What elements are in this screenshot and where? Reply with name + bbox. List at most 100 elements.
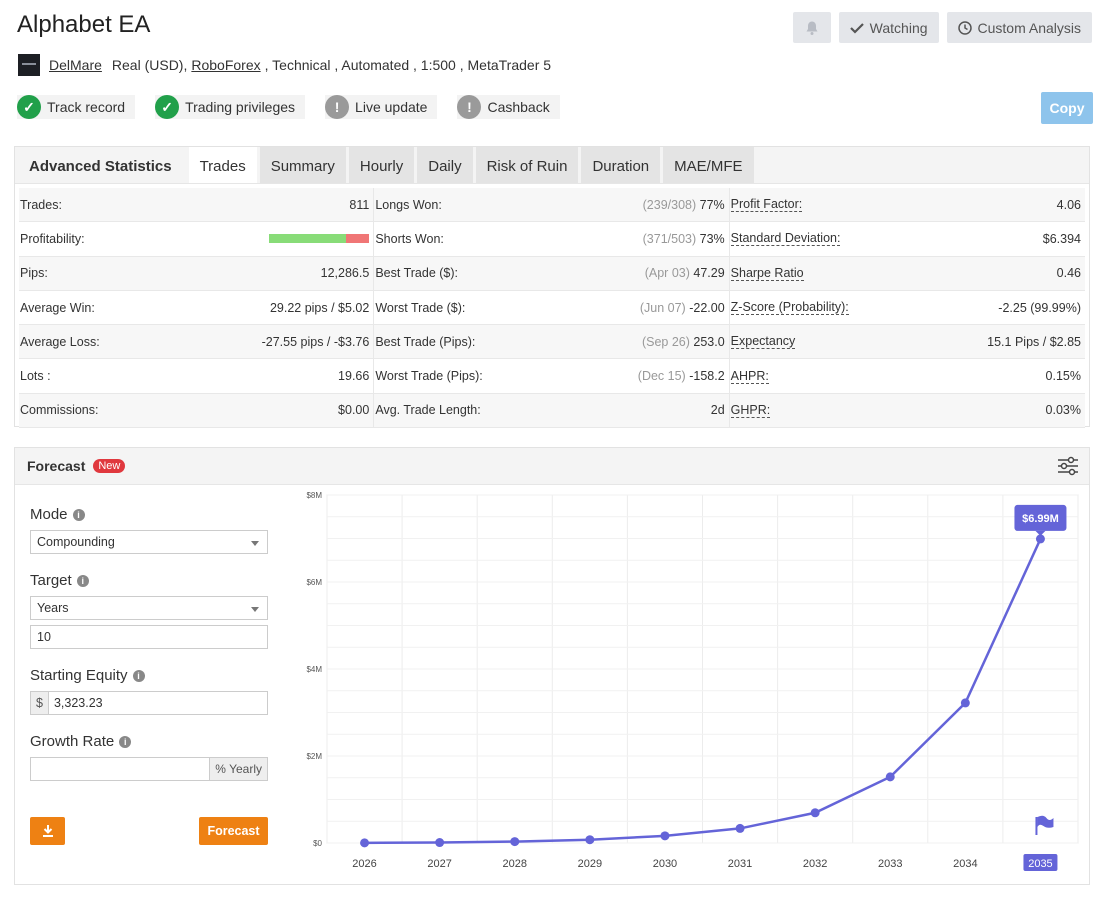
data-point bbox=[1035, 534, 1045, 544]
sliders-icon[interactable] bbox=[1057, 456, 1079, 476]
badge-trading-privileges[interactable]: ✓ Trading privileges bbox=[155, 95, 306, 119]
stats-row: Sharpe Ratio 0.46 bbox=[729, 256, 1085, 291]
stats-column: Longs Won: (239/308) 77% Shorts Won: (371/5… bbox=[374, 188, 730, 429]
stats-row: Lots : 19.66 bbox=[19, 359, 375, 394]
value-tooltip bbox=[1014, 504, 1067, 531]
tab-daily[interactable]: Daily bbox=[417, 147, 473, 183]
stat-date: (Apr 03) bbox=[644, 266, 690, 281]
info-icon[interactable]: i bbox=[119, 735, 132, 748]
tooltip-pointer bbox=[1035, 530, 1046, 536]
broker-link[interactable]: RoboForex bbox=[191, 57, 261, 73]
download-icon bbox=[42, 825, 53, 837]
forecast-button[interactable]: Forecast bbox=[199, 817, 268, 845]
starting-equity-input[interactable]: $ 3,323.23 bbox=[30, 691, 268, 715]
x-tick-label: 2034 bbox=[953, 858, 977, 870]
statistics-panel: Advanced Statistics Trades Summary Hourly Da… bbox=[14, 146, 1090, 429]
target-input[interactable]: 10 bbox=[30, 625, 268, 649]
user-link[interactable]: DelMare bbox=[49, 57, 102, 73]
stat-label[interactable]: Sharpe Ratio bbox=[730, 265, 804, 281]
y-tick-label: $4M bbox=[306, 665, 322, 674]
tab-hourly[interactable]: Hourly bbox=[348, 147, 415, 183]
stat-label[interactable]: Expectancy bbox=[730, 334, 796, 350]
stats-row: Worst Trade ($): (Jun 07) -22.00 bbox=[374, 290, 730, 326]
x-tick-label: 2031 bbox=[728, 858, 752, 870]
info-icon[interactable]: i bbox=[76, 574, 89, 587]
check-circle-icon: ✓ bbox=[155, 95, 180, 119]
stat-label: Worst Trade ($): bbox=[375, 300, 466, 315]
forecast-title: Forecast bbox=[27, 458, 86, 474]
tab-duration[interactable]: Duration bbox=[581, 147, 661, 183]
new-badge: New bbox=[93, 459, 126, 473]
currency-addon: $ bbox=[31, 692, 49, 714]
stat-label[interactable]: Z-Score (Probability): bbox=[730, 300, 849, 316]
badge-cashback[interactable]: ! Cashback bbox=[457, 95, 560, 119]
stat-value: $0.00 bbox=[338, 403, 370, 418]
stats-row: Average Loss: -27.55 pips / -$3.76 bbox=[19, 325, 375, 360]
stat-value: 811 bbox=[349, 197, 370, 212]
stat-value: 4.06 bbox=[1056, 197, 1081, 212]
stat-value: (239/308) 77% bbox=[642, 197, 725, 212]
stats-row: Avg. Trade Length: 2d bbox=[374, 393, 730, 429]
stats-row: Best Trade ($): (Apr 03) 47.29 bbox=[374, 256, 730, 291]
clock-icon bbox=[957, 20, 972, 35]
tab-risk-of-ruin[interactable]: Risk of Ruin bbox=[475, 147, 579, 183]
stats-row: Standard Deviation: $6.394 bbox=[729, 222, 1085, 257]
badge-label: Track record bbox=[47, 99, 126, 115]
forecast-panel: Forecast New Mode i Compounding Target i Y… bbox=[14, 447, 1090, 885]
x-tick-label: 2033 bbox=[878, 858, 902, 870]
avatar[interactable] bbox=[18, 54, 40, 76]
stat-label[interactable]: GHPR: bbox=[730, 402, 771, 418]
badge-track-record[interactable]: ✓ Track record bbox=[17, 95, 136, 119]
info-icon[interactable]: i bbox=[132, 669, 145, 682]
stat-date: (Jun 07) bbox=[639, 300, 686, 315]
stat-label[interactable]: Profit Factor: bbox=[730, 197, 803, 213]
tab-summary[interactable]: Summary bbox=[259, 147, 346, 183]
stats-row: Trades: 811 bbox=[19, 188, 375, 223]
exclamation-circle-icon: ! bbox=[457, 95, 482, 119]
stats-row: Longs Won: (239/308) 77% bbox=[374, 188, 730, 223]
stats-row: Average Win: 29.22 pips / $5.02 bbox=[19, 290, 375, 326]
stat-label: Profitability: bbox=[20, 231, 85, 246]
stat-label: Trades: bbox=[20, 197, 62, 212]
x-tick-label: 2027 bbox=[427, 858, 451, 870]
download-button[interactable] bbox=[30, 817, 65, 845]
stats-row: GHPR: 0.03% bbox=[729, 393, 1085, 429]
growth-rate-input[interactable]: % Yearly bbox=[30, 757, 268, 781]
target-unit-select[interactable]: Years bbox=[30, 596, 268, 620]
custom-analysis-button[interactable]: Custom Analysis bbox=[946, 12, 1092, 43]
stats-row: Shorts Won: (371/503) 73% bbox=[374, 222, 730, 257]
stat-label: Lots : bbox=[20, 369, 51, 384]
stat-label[interactable]: Standard Deviation: bbox=[730, 231, 841, 247]
data-point bbox=[885, 772, 895, 782]
badge-live-update[interactable]: ! Live update bbox=[325, 95, 438, 119]
badge-label: Live update bbox=[355, 99, 428, 115]
stat-date: (239/308) bbox=[642, 197, 697, 212]
watching-button[interactable]: Watching bbox=[838, 12, 939, 43]
data-point bbox=[585, 835, 595, 845]
stat-value: -27.55 pips / -$3.76 bbox=[261, 334, 370, 349]
stat-label: Best Trade (Pips): bbox=[375, 334, 476, 349]
y-tick-label: $2M bbox=[306, 752, 322, 761]
stat-value: $6.394 bbox=[1042, 231, 1081, 246]
flag-icon bbox=[1037, 815, 1054, 828]
copy-button[interactable]: Copy bbox=[1041, 92, 1093, 124]
notifications-button[interactable] bbox=[792, 12, 831, 43]
series-line bbox=[364, 538, 1042, 845]
tab-mae-mfe[interactable]: MAE/MFE bbox=[663, 147, 754, 183]
stats-row: AHPR: 0.15% bbox=[729, 359, 1085, 394]
y-tick-label: $0 bbox=[313, 839, 322, 848]
stat-value: 15.1 Pips / $2.85 bbox=[987, 334, 1081, 349]
tab-trades[interactable]: Trades bbox=[188, 147, 257, 183]
stat-label[interactable]: AHPR: bbox=[730, 368, 769, 384]
page-title: Alphabet EA bbox=[17, 11, 151, 38]
info-icon[interactable]: i bbox=[72, 508, 85, 521]
stats-row: Profit Factor: 4.06 bbox=[729, 188, 1085, 223]
stat-value: 29.22 pips / $5.02 bbox=[269, 300, 370, 315]
x-tick-highlight bbox=[1023, 854, 1058, 871]
stats-row: Z-Score (Probability): -2.25 (99.99%) bbox=[729, 291, 1085, 326]
stat-date: (Dec 15) bbox=[637, 369, 686, 384]
badge-label: Trading privileges bbox=[185, 99, 296, 115]
mode-select[interactable]: Compounding bbox=[30, 530, 268, 554]
x-tick-label: 2028 bbox=[503, 858, 527, 870]
stat-value: (Dec 15) -158.2 bbox=[637, 369, 725, 384]
